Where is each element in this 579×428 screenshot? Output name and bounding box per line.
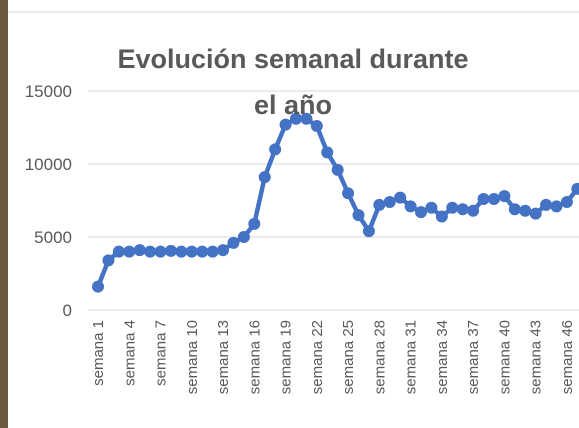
data-point xyxy=(102,254,115,267)
data-point xyxy=(258,171,271,184)
data-point xyxy=(529,207,542,220)
data-point xyxy=(404,200,417,213)
data-point xyxy=(415,206,428,219)
data-point xyxy=(237,231,250,243)
data-point xyxy=(446,201,459,214)
x-tick-label: semana 31 xyxy=(403,320,420,394)
chart-title: Evolución semanal durante el año xyxy=(117,44,469,120)
x-tick-label: semana 34 xyxy=(434,320,451,394)
data-point xyxy=(248,217,261,230)
data-point xyxy=(435,210,448,223)
data-point xyxy=(123,245,136,258)
data-point xyxy=(310,120,323,133)
y-tick-label: 5000 xyxy=(34,228,72,247)
data-point xyxy=(425,201,438,214)
y-tick-label: 15000 xyxy=(25,82,72,101)
data-point xyxy=(373,198,386,211)
data-point xyxy=(362,225,375,238)
data-point xyxy=(321,146,334,159)
x-tick-label: semana 4 xyxy=(121,320,138,386)
data-point xyxy=(164,244,177,257)
x-tick-label: semana 28 xyxy=(371,320,388,394)
data-point xyxy=(300,112,313,125)
x-tick-label: semana 22 xyxy=(309,320,326,394)
data-point xyxy=(217,244,230,257)
y-tick-label: 0 xyxy=(63,301,72,320)
data-point xyxy=(394,191,407,204)
data-point xyxy=(498,190,511,203)
x-tick-label: semana 10 xyxy=(184,320,201,394)
data-point xyxy=(352,209,365,222)
data-point xyxy=(342,187,355,200)
data-point xyxy=(154,245,167,258)
data-point xyxy=(456,203,469,216)
background-photo-strip xyxy=(0,0,8,428)
x-tick-label: semana 7 xyxy=(153,320,170,386)
data-point xyxy=(279,118,292,131)
x-tick-label: semana 37 xyxy=(465,320,482,394)
data-point xyxy=(196,245,209,258)
data-point xyxy=(112,245,125,258)
data-point xyxy=(540,198,553,211)
x-tick-label: semana 40 xyxy=(496,320,513,394)
x-tick-label: semana 46 xyxy=(559,320,576,394)
data-point xyxy=(269,143,282,156)
y-tick-label: 10000 xyxy=(25,155,72,174)
data-point xyxy=(185,245,198,258)
data-point xyxy=(508,203,521,216)
data-point xyxy=(477,193,490,206)
data-point xyxy=(289,112,302,125)
data-point xyxy=(383,195,396,208)
x-tick-label: semana 19 xyxy=(278,320,295,394)
data-point xyxy=(550,200,563,213)
data-point xyxy=(92,280,104,293)
data-point xyxy=(467,204,480,217)
x-tick-label: semana 25 xyxy=(340,320,357,394)
x-tick-label: semana 16 xyxy=(246,320,263,394)
x-tick-label: semana 1 xyxy=(90,320,107,386)
data-point xyxy=(175,245,188,258)
data-point xyxy=(519,204,532,217)
data-point xyxy=(227,236,240,249)
data-point xyxy=(560,195,573,208)
data-point xyxy=(331,163,344,176)
x-tick-label: semana 43 xyxy=(528,320,545,394)
x-tick-label: semana 13 xyxy=(215,320,232,394)
data-line xyxy=(95,116,579,288)
data-point xyxy=(144,245,157,258)
data-point xyxy=(571,182,579,195)
data-point xyxy=(206,245,219,258)
data-point xyxy=(487,193,500,206)
data-point xyxy=(133,244,146,257)
